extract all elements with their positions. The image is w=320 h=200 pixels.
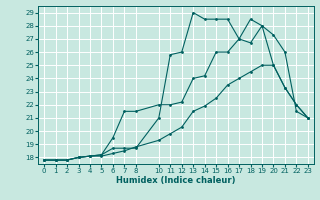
X-axis label: Humidex (Indice chaleur): Humidex (Indice chaleur) [116, 176, 236, 185]
